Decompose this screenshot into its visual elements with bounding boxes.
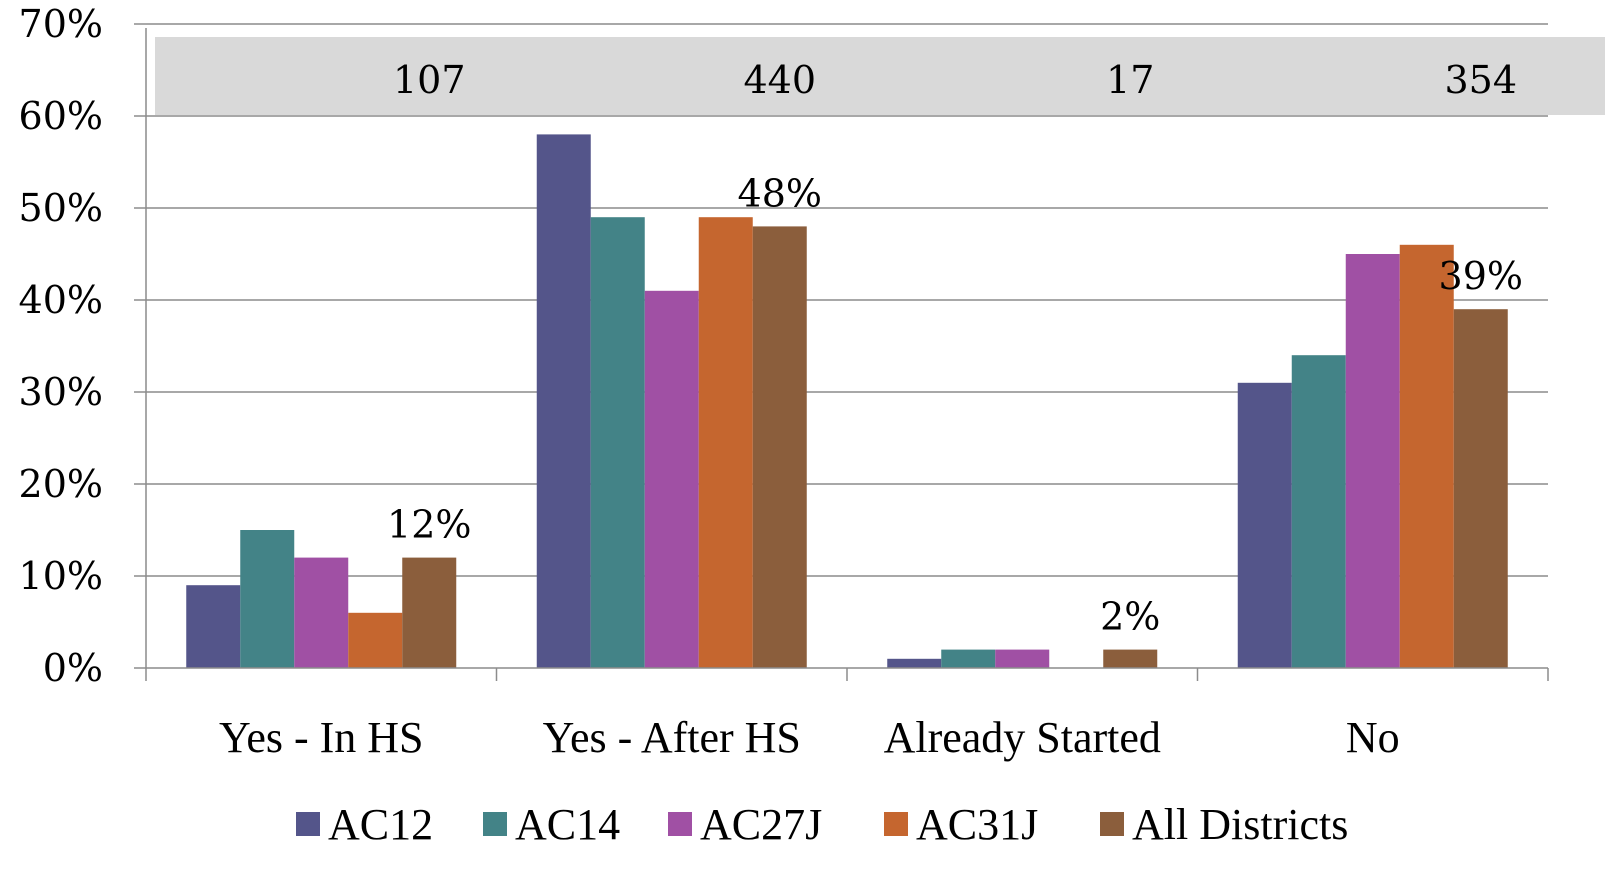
category-label: Already Started (884, 713, 1161, 762)
legend-swatch (483, 812, 507, 836)
data-labels: 12% 48% 2% 39% (387, 171, 1523, 638)
legend: AC12 AC14 AC27J AC31J All Districts (296, 800, 1348, 849)
y-axis-ticks: 0% 10% 20% 30% 40% 50% 60% 70% (19, 2, 103, 690)
counts-labels: 107 440 17 354 (393, 58, 1517, 102)
legend-swatch (668, 812, 692, 836)
category-label: No (1346, 713, 1400, 762)
category-label: Yes - In HS (219, 713, 424, 762)
bar-ac14 (941, 649, 996, 668)
y-tick-label: 20% (19, 462, 103, 506)
y-tick-label: 50% (19, 186, 103, 230)
y-tick-label: 70% (19, 2, 103, 46)
bar-ac27j (644, 290, 699, 668)
legend-label: AC12 (328, 800, 433, 849)
bar-ac12 (887, 658, 942, 668)
count-label: 107 (393, 58, 466, 102)
bar-ac31j (698, 217, 753, 668)
bar-ac31j (348, 612, 403, 668)
legend-swatch (296, 812, 320, 836)
bar-ac31j (1399, 244, 1454, 669)
bars (186, 134, 1508, 669)
bar-ac12 (186, 585, 241, 668)
bar-all-districts (1103, 649, 1158, 668)
bar-all-districts (1453, 309, 1508, 668)
y-tick-label: 30% (19, 370, 103, 414)
category-labels: Yes - In HS Yes - After HS Already Started… (219, 713, 1400, 762)
legend-label: All Districts (1132, 800, 1348, 849)
legend-label: AC27J (700, 800, 822, 849)
bar-ac27j (294, 557, 349, 668)
bar-all-districts (402, 557, 457, 668)
y-tick-label: 40% (19, 278, 103, 322)
count-label: 354 (1444, 58, 1517, 102)
data-label: 39% (1439, 254, 1523, 298)
count-label: 440 (743, 58, 816, 102)
y-tick-label: 60% (19, 94, 103, 138)
x-axis (145, 28, 1549, 681)
bar-all-districts (752, 226, 807, 668)
bar-ac12 (1237, 382, 1292, 668)
gridlines (134, 23, 1548, 669)
category-label: Yes - After HS (543, 713, 801, 762)
bar-ac12 (536, 134, 591, 668)
bar-ac14 (590, 217, 645, 668)
bar-ac14 (240, 530, 295, 668)
legend-label: AC31J (916, 800, 1038, 849)
bar-ac27j (1345, 254, 1400, 668)
legend-swatch (1100, 812, 1124, 836)
data-label: 48% (738, 171, 822, 215)
data-label: 12% (387, 503, 471, 547)
y-tick-label: 10% (19, 554, 103, 598)
y-tick-label: 0% (43, 646, 103, 690)
bar-ac27j (995, 649, 1050, 668)
counts-band (155, 37, 1605, 115)
data-label: 2% (1100, 595, 1160, 639)
legend-label: AC14 (515, 800, 620, 849)
bar-ac14 (1291, 355, 1346, 668)
legend-swatch (884, 812, 908, 836)
count-label: 17 (1106, 58, 1154, 102)
